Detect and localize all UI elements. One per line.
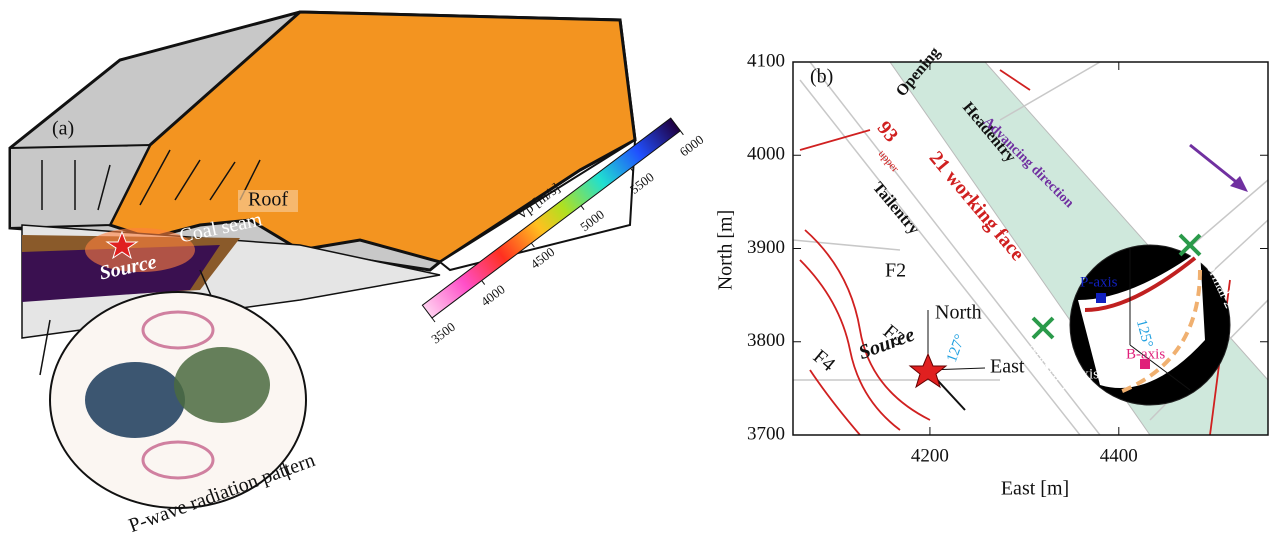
colorbar-tick-label: 6000	[677, 132, 707, 160]
figure: (a) Roof Coal seam Source P-wave radiati…	[0, 0, 1282, 541]
y-tick-label: 4100	[747, 50, 785, 71]
y-tick-label: 4000	[747, 144, 785, 165]
y-tick-label: 3700	[747, 423, 785, 444]
x-axis-label: East [m]	[1001, 478, 1069, 500]
b-axis-label: B-axis	[1126, 346, 1165, 362]
colorbar-tick	[482, 281, 485, 285]
north-label: North	[935, 302, 982, 324]
panel-label: (a)	[52, 118, 74, 140]
face-sub: upper	[876, 148, 902, 175]
angle-label: 127°	[944, 332, 969, 364]
x-tick-label: 4200	[911, 445, 949, 466]
map	[793, 62, 1268, 435]
p-axis-label: P-axis	[1080, 274, 1118, 290]
y-axis-label: North [m]	[715, 210, 737, 291]
colorbar-tick	[432, 318, 435, 322]
colorbar-tick-label: 3500	[428, 319, 458, 347]
tailentry-label: Tailentry	[869, 179, 922, 238]
t-axis-label: T-axis	[1062, 366, 1099, 382]
colorbar-tick	[680, 131, 683, 135]
fault-label: F2	[885, 260, 906, 282]
east-label: East	[990, 356, 1025, 378]
face-number: 93	[873, 117, 903, 146]
roof-label: Roof	[248, 189, 288, 211]
x-tick-label: 4400	[1100, 445, 1138, 466]
panel-label: (b)	[810, 66, 833, 88]
colorbar-tick-label: 4000	[478, 282, 508, 310]
fault-label: F4	[809, 345, 839, 375]
y-tick-label: 3800	[747, 330, 785, 351]
y-tick-label: 3900	[747, 237, 785, 258]
